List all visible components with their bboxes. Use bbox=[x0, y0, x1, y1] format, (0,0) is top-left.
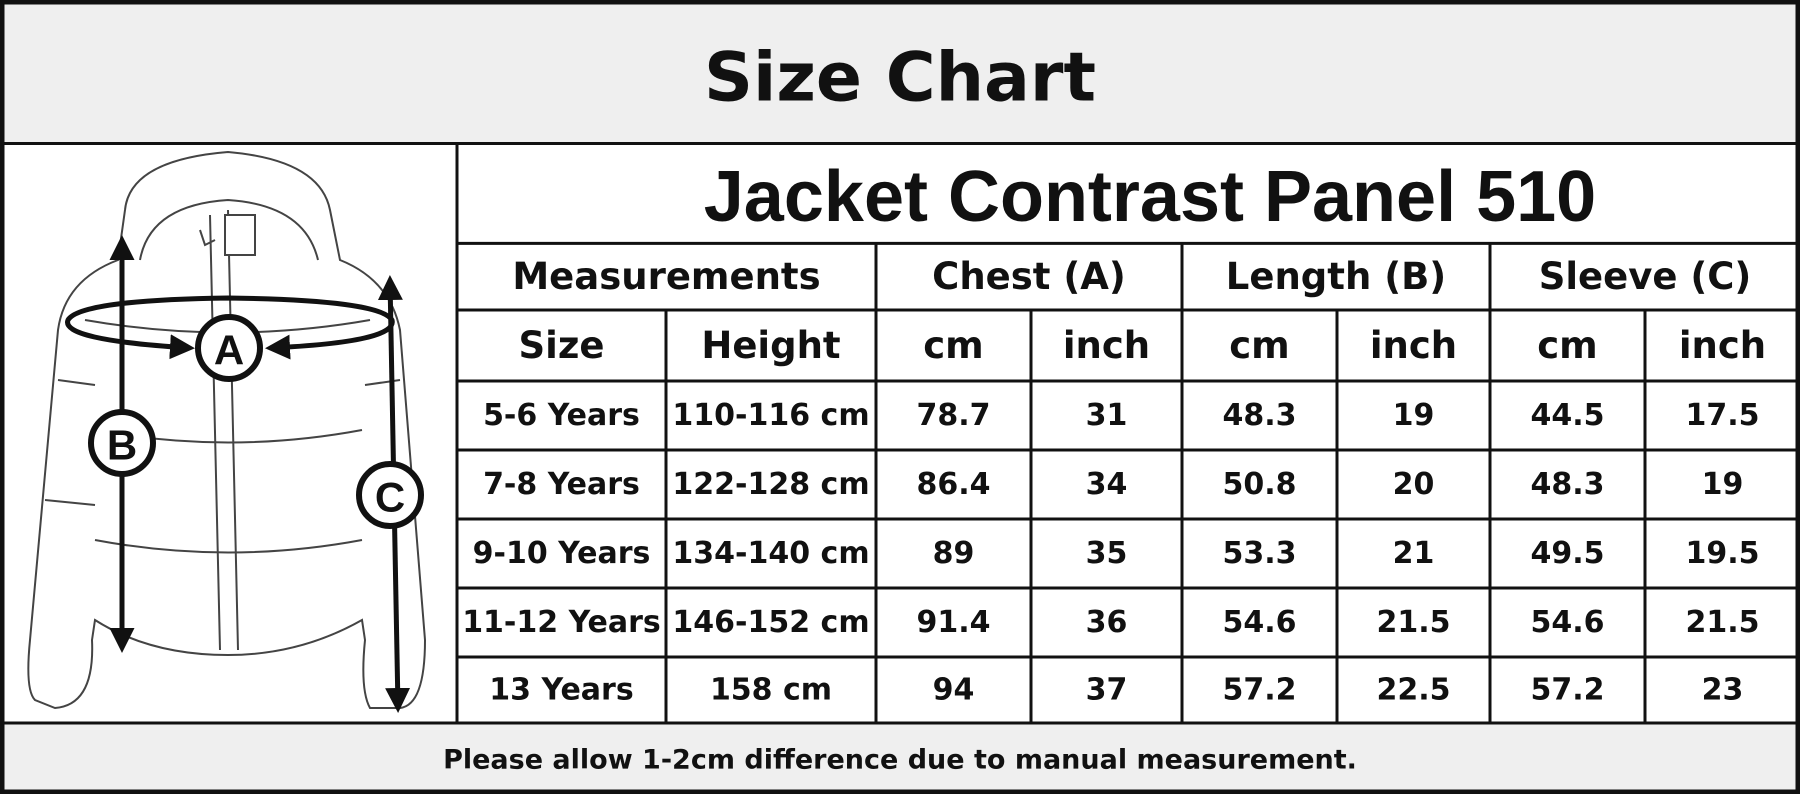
table-cell: 44.5 bbox=[1530, 398, 1604, 433]
column-header: Size bbox=[519, 324, 605, 367]
column-header: inch bbox=[1679, 324, 1766, 367]
table-cell: 21.5 bbox=[1685, 605, 1759, 640]
group-header: Chest (A) bbox=[932, 255, 1126, 298]
table-cell: 146-152 cm bbox=[672, 605, 869, 640]
table-cell: 21 bbox=[1393, 536, 1435, 571]
label-a: A bbox=[214, 327, 244, 374]
table-cell: 57.2 bbox=[1222, 673, 1296, 708]
table-cell: 35 bbox=[1086, 536, 1128, 571]
table-cell: 54.6 bbox=[1222, 605, 1296, 640]
table-cell: 21.5 bbox=[1376, 605, 1450, 640]
column-header: cm bbox=[1537, 324, 1598, 367]
page-title: Size Chart bbox=[704, 39, 1096, 118]
table-cell: 5-6 Years bbox=[483, 398, 640, 433]
table-cell: 19.5 bbox=[1685, 536, 1759, 571]
table-cell: 53.3 bbox=[1222, 536, 1296, 571]
table-cell: 36 bbox=[1086, 605, 1128, 640]
table-cell: 57.2 bbox=[1530, 673, 1604, 708]
table-cell: 50.8 bbox=[1222, 467, 1296, 502]
table-cell: 31 bbox=[1086, 398, 1128, 433]
table-cell: 78.7 bbox=[916, 398, 990, 433]
column-header: inch bbox=[1370, 324, 1457, 367]
group-header: Length (B) bbox=[1226, 255, 1446, 298]
column-header: Height bbox=[701, 324, 840, 367]
label-c: C bbox=[375, 474, 405, 521]
table-cell: 48.3 bbox=[1222, 398, 1296, 433]
table-cell: 54.6 bbox=[1530, 605, 1604, 640]
footer-note: Please allow 1-2cm difference due to man… bbox=[443, 745, 1357, 776]
table-cell: 20 bbox=[1393, 467, 1435, 502]
table-cell: 91.4 bbox=[916, 605, 990, 640]
table-cell: 158 cm bbox=[710, 673, 832, 708]
table-cell: 19 bbox=[1393, 398, 1435, 433]
column-header: cm bbox=[1229, 324, 1290, 367]
column-header: inch bbox=[1063, 324, 1150, 367]
table-cell: 110-116 cm bbox=[672, 398, 869, 433]
table-cell: 34 bbox=[1086, 467, 1128, 502]
size-table: Measurements Chest (A) Length (B) Sleeve (C… bbox=[457, 241, 1800, 723]
table-cell: 7-8 Years bbox=[483, 467, 640, 502]
table-cell: 122-128 cm bbox=[672, 467, 869, 502]
group-header: Measurements bbox=[512, 255, 820, 298]
footer-band bbox=[2, 723, 1798, 792]
table-cell: 19 bbox=[1702, 467, 1744, 502]
table-cell: 89 bbox=[933, 536, 975, 571]
column-header: cm bbox=[923, 324, 984, 367]
measure-arrows: A B C bbox=[65, 235, 424, 713]
table-cell: 13 Years bbox=[489, 673, 633, 708]
table-cell: 94 bbox=[933, 673, 975, 708]
group-header: Sleeve (C) bbox=[1539, 255, 1752, 298]
table-cell: 17.5 bbox=[1685, 398, 1759, 433]
title-band bbox=[2, 2, 1798, 143]
table-title: Jacket Contrast Panel 510 bbox=[704, 157, 1596, 237]
table-cell: 23 bbox=[1702, 673, 1744, 708]
label-b: B bbox=[107, 422, 137, 469]
table-cell: 22.5 bbox=[1376, 673, 1450, 708]
table-cell: 134-140 cm bbox=[672, 536, 869, 571]
table-cell: 9-10 Years bbox=[473, 536, 651, 571]
table-cell: 49.5 bbox=[1530, 536, 1604, 571]
table-cell: 86.4 bbox=[916, 467, 990, 502]
jacket-sketch bbox=[27, 150, 427, 710]
table-cell: 11-12 Years bbox=[462, 605, 661, 640]
table-cell: 48.3 bbox=[1530, 467, 1604, 502]
table-cell: 37 bbox=[1086, 673, 1128, 708]
